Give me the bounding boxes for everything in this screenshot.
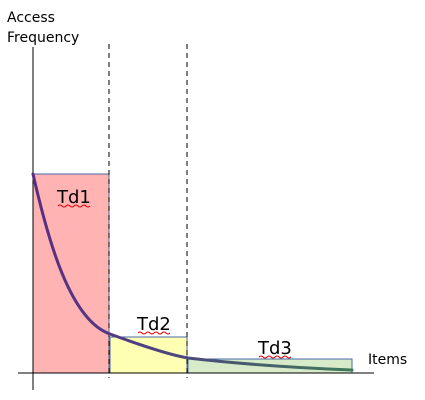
td2-spellcheck-underline	[137, 331, 171, 335]
access-frequency-curve	[31, 172, 354, 372]
td3-spellcheck-underline	[258, 355, 292, 359]
x-axis-label: Items	[368, 352, 407, 368]
region-td3-label: Td3	[257, 338, 292, 359]
region-td2-label: Td2	[136, 314, 171, 335]
y-axis-label-line1: Access	[7, 10, 55, 26]
y-axis-label-line2: Frequency	[7, 30, 79, 46]
td1-spellcheck-underline	[57, 204, 91, 208]
region-td1-label: Td1	[56, 187, 91, 208]
